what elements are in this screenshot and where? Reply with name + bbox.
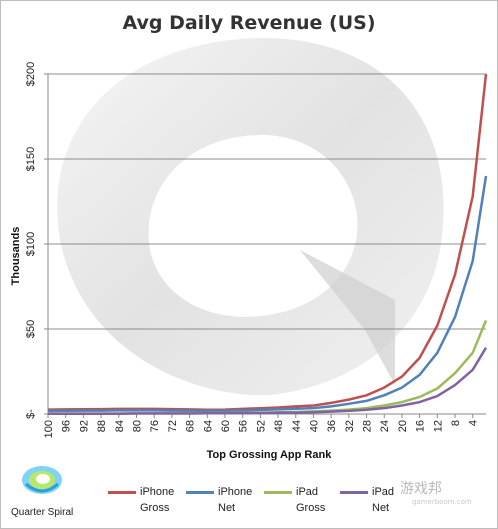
legend-swatch	[186, 491, 214, 494]
x-tick-label: 44	[291, 420, 303, 432]
x-tick-label: 64	[202, 420, 214, 432]
x-tick-label: 4	[468, 420, 480, 426]
y-tick-label: $50	[25, 320, 37, 338]
x-tick-label: 40	[308, 420, 320, 432]
logo-text: Quarter Spiral	[11, 507, 74, 518]
x-tick-label: 20	[397, 420, 409, 432]
x-tick-label: 88	[96, 420, 108, 432]
x-tick-label: 60	[220, 420, 232, 432]
x-tick-label: 12	[432, 420, 444, 432]
y-tick-label: $-	[25, 409, 37, 419]
quarter-spiral-logo	[22, 466, 62, 494]
x-tick-label: 56	[238, 420, 250, 432]
series-line	[47, 175, 488, 413]
x-tick-label: 32	[344, 420, 356, 432]
series-line	[48, 347, 488, 415]
legend-label: iPad Gross	[296, 486, 326, 514]
x-tick-label: 36	[326, 420, 338, 432]
watermark-main: 游戏邦	[400, 481, 442, 497]
legend-label: iPhone Gross	[140, 486, 175, 514]
x-tick-label: 72	[167, 420, 179, 432]
legend-swatch	[108, 491, 136, 494]
y-tick-label: $200	[25, 62, 37, 86]
x-tick-label: 76	[149, 420, 161, 432]
legend-label: iPhone Net	[218, 486, 253, 514]
x-tick-label: 28	[362, 420, 374, 432]
x-tick-label: 92	[78, 420, 90, 432]
x-axis-label: Top Grossing App Rank	[206, 449, 332, 461]
y-tick-label: $150	[25, 147, 37, 171]
legend-swatch	[264, 491, 292, 494]
y-tick-label: $100	[25, 232, 37, 256]
x-tick-label: 68	[185, 420, 197, 432]
x-tick-label: 48	[273, 420, 285, 432]
watermark-sub: gamerboom.com	[412, 498, 472, 506]
x-tick-label: 84	[114, 420, 126, 432]
watermark-ring-graphic	[57, 38, 444, 395]
chart-title: Avg Daily Revenue (US)	[122, 12, 376, 34]
x-tick-label: 96	[61, 420, 73, 432]
legend-label: iPad Net	[372, 486, 395, 514]
x-tick-label: 100	[43, 420, 55, 438]
x-tick-label: 52	[255, 420, 267, 432]
x-tick-label: 80	[131, 420, 143, 432]
x-tick-label: 16	[415, 420, 427, 432]
x-tick-label: 24	[379, 420, 391, 432]
x-tick-label: 8	[450, 420, 462, 426]
series-line	[47, 73, 488, 412]
watermark-text: 游戏邦 gamerboom.com	[400, 478, 472, 506]
legend-swatch	[340, 491, 368, 494]
